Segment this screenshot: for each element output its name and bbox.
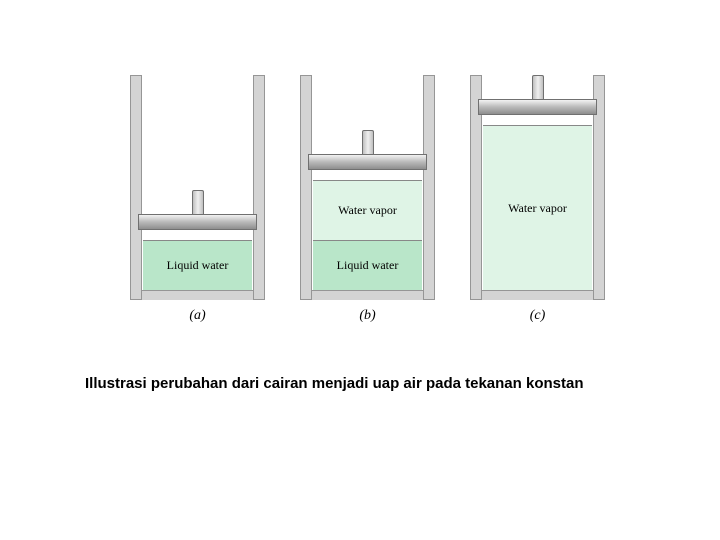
piston-rod: [192, 190, 204, 214]
region-label: Water vapor: [508, 201, 567, 216]
chamber: Water vapor: [483, 115, 592, 290]
panel-sublabel-c: (c): [530, 308, 546, 324]
panel-sublabel-a: (a): [189, 308, 205, 324]
cylinder-wall-left: [130, 75, 142, 300]
figure-row: Liquid water (a) Water vapor Liquid water (b…: [130, 75, 605, 324]
cylinder-wall-right: [253, 75, 265, 300]
cylinder-b: Water vapor Liquid water: [300, 75, 435, 300]
chamber: Water vapor Liquid water: [313, 170, 422, 290]
piston-rod: [532, 75, 544, 99]
cylinder-c: Water vapor: [470, 75, 605, 300]
region-a-0: Liquid water: [143, 240, 252, 290]
region-b-1: Liquid water: [313, 240, 422, 290]
panel-b: Water vapor Liquid water (b): [300, 75, 435, 324]
panel-sublabel-b: (b): [359, 308, 375, 324]
region-label: Liquid water: [337, 258, 399, 273]
region-c-0: Water vapor: [483, 125, 592, 290]
panel-a: Liquid water (a): [130, 75, 265, 324]
cylinder-floor: [482, 290, 593, 300]
cylinder-a: Liquid water: [130, 75, 265, 300]
region-b-0: Water vapor: [313, 180, 422, 240]
piston-rod: [362, 130, 374, 154]
region-label: Water vapor: [338, 203, 397, 218]
piston-plate: [138, 214, 257, 230]
figure-caption: Illustrasi perubahan dari cairan menjadi…: [85, 375, 584, 392]
cylinder-wall-right: [423, 75, 435, 300]
cylinder-floor: [142, 290, 253, 300]
cylinder-floor: [312, 290, 423, 300]
piston-plate: [308, 154, 427, 170]
panel-c: Water vapor (c): [470, 75, 605, 324]
region-label: Liquid water: [167, 258, 229, 273]
piston-plate: [478, 99, 597, 115]
chamber: Liquid water: [143, 230, 252, 290]
cylinder-wall-left: [300, 75, 312, 300]
